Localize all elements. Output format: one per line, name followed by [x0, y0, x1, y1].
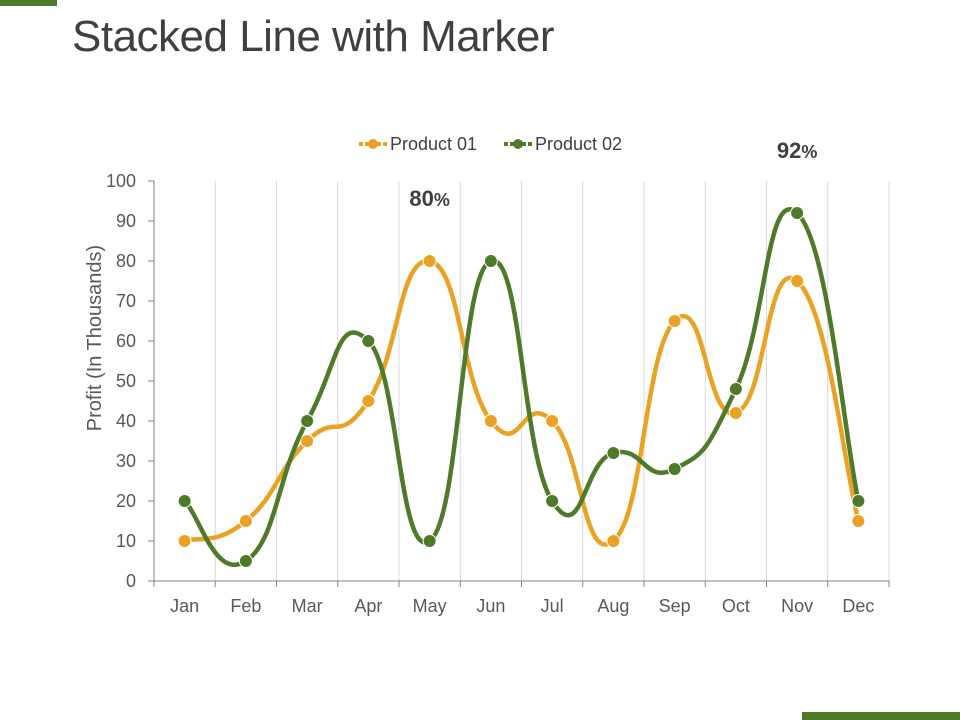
data-point[interactable]: Product 01 May: 80 [422, 254, 437, 268]
data-point[interactable]: Product 01 Jul: 40 [545, 414, 560, 428]
x-tick-label: Nov [781, 596, 813, 616]
chart-series: Product 01 Jan: 10Product 01 Feb: 15Prod… [177, 206, 866, 568]
data-point[interactable]: Product 01 Nov: 75 [790, 274, 805, 288]
chart-axes: 0 10 20 30 40 50 60 70 80 90 100 Jan Feb Mar Apr May Jun… [106, 171, 890, 616]
chart-grid [214, 181, 890, 581]
legend-label: Product 01 [390, 134, 477, 154]
data-point[interactable]: Product 01 Apr: 45 [361, 394, 376, 408]
x-tick-label: Sep [659, 596, 691, 616]
top-accent-bar [0, 0, 57, 6]
data-point[interactable]: Product 01 Sep: 65 [667, 314, 682, 328]
y-tick-label: 80 [116, 251, 136, 271]
series-line-product-02 [182, 207, 861, 567]
y-tick-label: 40 [116, 411, 136, 431]
x-tick-label: Apr [354, 596, 382, 616]
data-point[interactable]: Product 02 Feb: 5 [238, 554, 253, 568]
callout-label: 80% [409, 186, 450, 211]
y-tick-label: 20 [116, 491, 136, 511]
series-product-02: Product 02 Jan: 20 Product 02 Feb: 5 Produ… [177, 206, 866, 568]
data-point[interactable]: Product 01 Oct: 42 [728, 406, 743, 420]
data-point[interactable]: Product 02 Nov: 92 [790, 206, 805, 220]
y-tick-label: 10 [116, 531, 136, 551]
x-tick-label: Jul [541, 596, 564, 616]
y-tick-label: 0 [126, 571, 136, 591]
data-point[interactable]: Product 02 Jul: 20 [545, 494, 560, 508]
legend-item-product-01[interactable]: Product 01 [359, 134, 477, 154]
data-point[interactable]: Product 01 Dec: 15 [851, 514, 866, 528]
data-point[interactable]: Product 01 Feb: 15 [238, 514, 253, 528]
bottom-accent-bar [802, 712, 960, 720]
x-tick-label: May [413, 596, 447, 616]
slide-title: Stacked Line with Marker [72, 12, 555, 61]
data-point[interactable]: Product 01 Jan: 10 [177, 534, 192, 548]
data-point[interactable]: Product 02 Jan: 20 [177, 494, 192, 508]
legend-swatch-marker [513, 139, 523, 149]
data-point[interactable]: Product 02 May: 10 [422, 534, 437, 548]
data-point[interactable]: Product 02 Aug: 32 [606, 446, 621, 460]
x-tick-label: Mar [292, 596, 323, 616]
data-point[interactable]: Product 01 Aug: 10 [606, 534, 621, 548]
data-point[interactable]: Product 02 Jun: 80 [483, 254, 498, 268]
x-tick-label: Feb [230, 596, 261, 616]
data-point[interactable]: Product 02 Sep: 28 [667, 462, 682, 476]
data-point[interactable]: Product 02 Oct: 48 [728, 382, 743, 396]
data-point[interactable]: Product 02 Dec: 20 [851, 494, 866, 508]
y-tick-label: 30 [116, 451, 136, 471]
legend-label: Product 02 [535, 134, 622, 154]
data-point[interactable]: Product 02 Mar: 40 [300, 414, 315, 428]
legend-item-product-02[interactable]: Product 02 [504, 134, 622, 154]
callout-label: 92% [777, 138, 818, 163]
x-tick-label: Oct [722, 596, 750, 616]
y-tick-label: 60 [116, 331, 136, 351]
y-tick-label: 90 [116, 211, 136, 231]
data-point[interactable]: Product 01 Mar: 35 [300, 434, 315, 448]
legend-swatch-marker [368, 139, 378, 149]
y-tick-label: 50 [116, 371, 136, 391]
y-tick-label: 100 [106, 171, 136, 191]
chart-callouts: 80% 92% [409, 138, 817, 211]
y-axis-title: Profit (In Thousands) [84, 245, 106, 431]
x-tick-label: Jan [170, 596, 199, 616]
x-tick-label: Aug [597, 596, 629, 616]
data-point[interactable]: Product 02 Apr: 60 [361, 334, 376, 348]
series-product-01: Product 01 Jan: 10 Product 01 Feb: 15 Prod… [177, 254, 866, 548]
chart-legend[interactable]: Product 01 Product 02 [359, 134, 622, 154]
y-tick-label: 70 [116, 291, 136, 311]
x-tick-label: Jun [476, 596, 505, 616]
x-tick-label: Dec [842, 596, 874, 616]
data-point[interactable]: Product 01 Jun: 40 [483, 414, 498, 428]
